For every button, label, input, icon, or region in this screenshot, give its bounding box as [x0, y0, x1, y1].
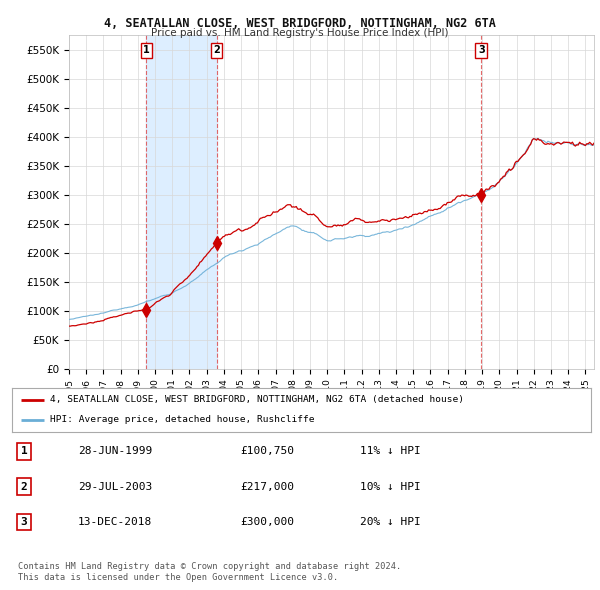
Text: 20% ↓ HPI: 20% ↓ HPI: [360, 517, 421, 527]
Bar: [146, 35, 217, 369]
Text: 11% ↓ HPI: 11% ↓ HPI: [360, 447, 421, 456]
Text: HPI: Average price, detached house, Rushcliffe: HPI: Average price, detached house, Rush…: [50, 415, 314, 424]
Text: 1: 1: [20, 447, 28, 456]
Text: Contains HM Land Registry data © Crown copyright and database right 2024.: Contains HM Land Registry data © Crown c…: [18, 562, 401, 571]
Text: £217,000: £217,000: [240, 482, 294, 491]
Text: 10% ↓ HPI: 10% ↓ HPI: [360, 482, 421, 491]
Text: 4, SEATALLAN CLOSE, WEST BRIDGFORD, NOTTINGHAM, NG2 6TA (detached house): 4, SEATALLAN CLOSE, WEST BRIDGFORD, NOTT…: [50, 395, 464, 404]
Text: 1: 1: [143, 45, 150, 55]
Text: 2: 2: [214, 45, 220, 55]
Text: Price paid vs. HM Land Registry's House Price Index (HPI): Price paid vs. HM Land Registry's House …: [151, 28, 449, 38]
Text: This data is licensed under the Open Government Licence v3.0.: This data is licensed under the Open Gov…: [18, 573, 338, 582]
Text: £100,750: £100,750: [240, 447, 294, 456]
Text: 29-JUL-2003: 29-JUL-2003: [78, 482, 152, 491]
Text: £300,000: £300,000: [240, 517, 294, 527]
Text: 13-DEC-2018: 13-DEC-2018: [78, 517, 152, 527]
Text: 28-JUN-1999: 28-JUN-1999: [78, 447, 152, 456]
Text: 3: 3: [20, 517, 28, 527]
Text: 2: 2: [20, 482, 28, 491]
Text: 3: 3: [478, 45, 485, 55]
Text: 4, SEATALLAN CLOSE, WEST BRIDGFORD, NOTTINGHAM, NG2 6TA: 4, SEATALLAN CLOSE, WEST BRIDGFORD, NOTT…: [104, 17, 496, 30]
